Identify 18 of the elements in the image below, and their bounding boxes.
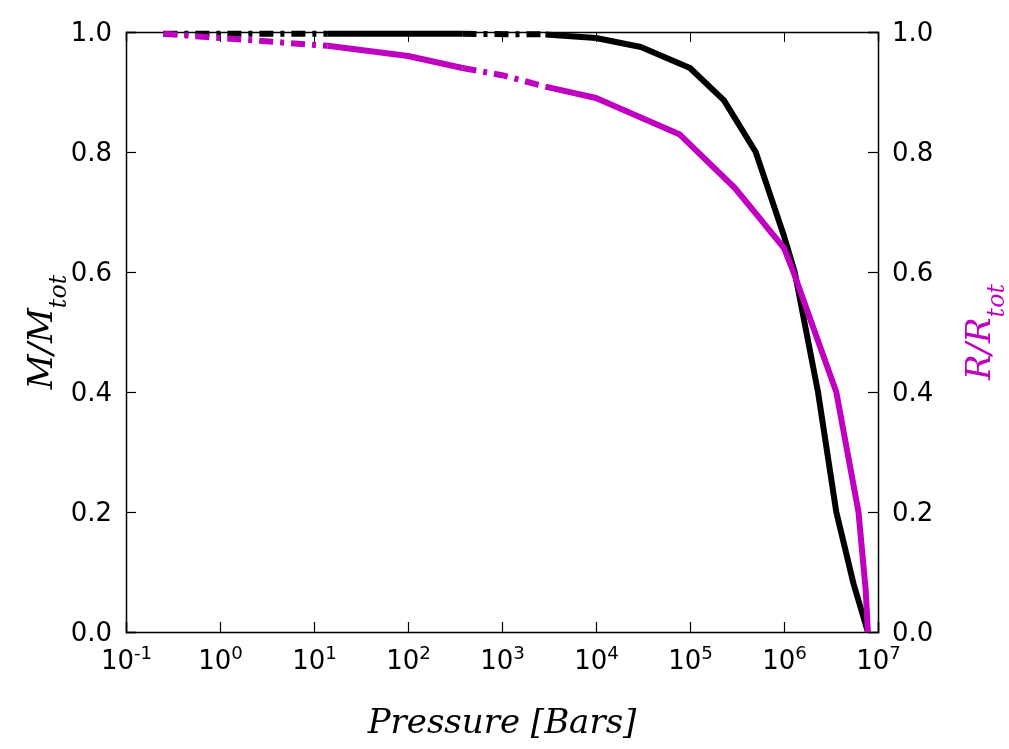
y-tick-label: 0.2 <box>70 496 112 527</box>
y2-tick-label: 0.8 <box>892 136 934 167</box>
y2-tick-label: 0.6 <box>892 256 934 287</box>
y-tick-label: 0.4 <box>70 376 112 407</box>
x-tick-label: 10$^{0}$ <box>198 641 243 676</box>
x-tick-label: 10$^{4}$ <box>574 641 619 676</box>
x-tick-label: 10$^{3}$ <box>480 641 525 676</box>
x-tick-label: 10$^{6}$ <box>762 641 807 676</box>
y-tick-label: 0.6 <box>70 256 112 287</box>
y2-tick-label: 1.0 <box>892 16 934 47</box>
x-tick-label: 10$^{2}$ <box>386 641 431 676</box>
x-tick-label: 10$^{1}$ <box>292 641 337 676</box>
y2-tick-label: 0.4 <box>892 376 934 407</box>
x-tick-label: 10$^{5}$ <box>668 641 713 676</box>
x-axis-title: Pressure [Bars] <box>366 701 638 741</box>
y-tick-label: 0.8 <box>70 136 112 167</box>
y2-tick-label: 0.2 <box>892 496 934 527</box>
y-tick-label: 1.0 <box>70 16 112 47</box>
